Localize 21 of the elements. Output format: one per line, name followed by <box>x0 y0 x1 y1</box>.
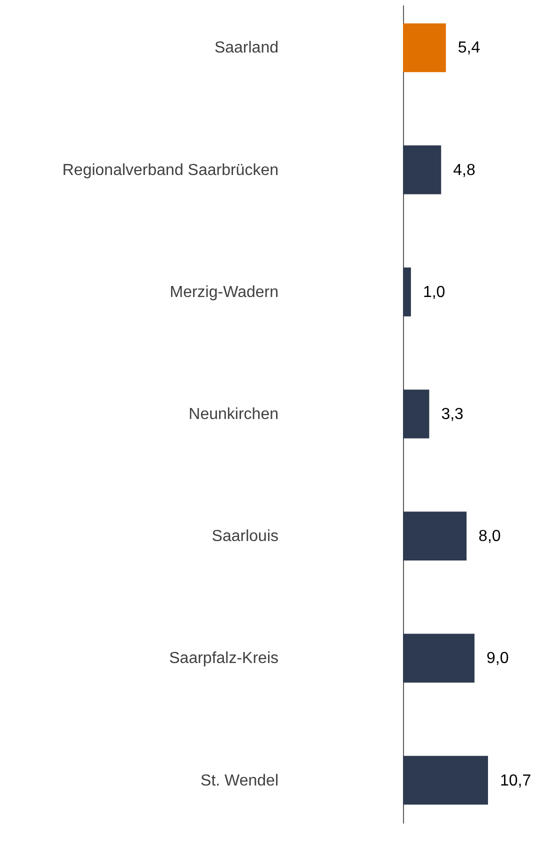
y-tick-label: Neunkirchen <box>188 406 278 423</box>
data-label: 4,8 <box>453 162 476 179</box>
data-label: 1,0 <box>422 284 446 301</box>
data-label: 3,3 <box>441 406 464 423</box>
data-label: 8,0 <box>478 528 501 546</box>
y-tick-label: St. Wendel <box>200 772 278 790</box>
data-label: 9,0 <box>486 650 509 668</box>
y-tick-label: Saarlouis <box>212 528 278 546</box>
y-tick-label: Saarland <box>214 40 278 57</box>
y-tick-label: Regionalverband Saarbrücken <box>62 162 278 179</box>
y-tick-label: Merzig-Wadern <box>170 284 278 301</box>
bar <box>403 23 446 72</box>
bar <box>403 756 488 805</box>
bar <box>403 512 467 561</box>
bar <box>403 145 442 194</box>
data-label: 5,4 <box>458 40 480 57</box>
bar <box>403 390 430 438</box>
y-tick-label: Saarpfalz-Kreis <box>169 650 278 668</box>
bar <box>403 267 411 316</box>
bar <box>403 634 474 683</box>
data-label: 10,7 <box>500 772 532 790</box>
